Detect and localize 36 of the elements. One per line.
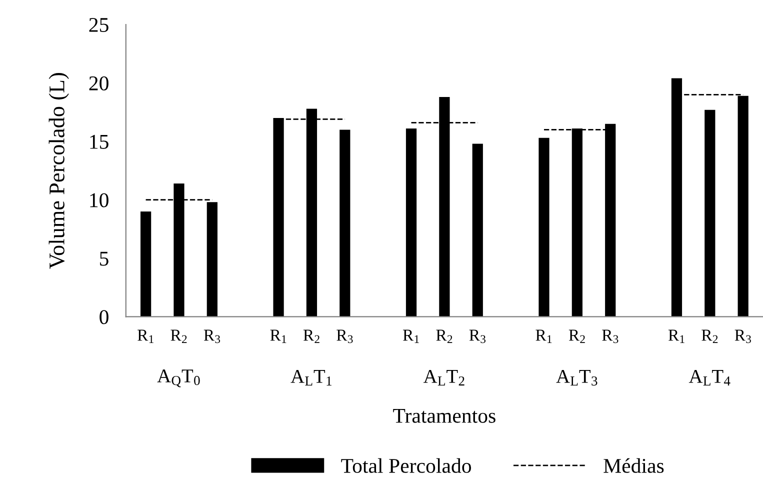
text: A$_{L}$T$_{3}$ [556,370,598,386]
y-tick-label: 5 [100,252,108,266]
y-tick-label: 20 [89,76,108,90]
y-tick-label: 0 [100,310,108,324]
bar [140,212,152,317]
x-tick-label: R$_{2}$ [170,330,187,343]
bar [406,128,417,317]
bar [538,138,550,317]
legend-label: Médias [604,458,664,473]
x-tick-label: R$_{1}$ [668,330,684,343]
x-tick-label: R$_{2}$ [303,330,320,343]
x-tick-label: R$_{3}$ [204,330,220,344]
text: A$_{L}$T$_{2}$ [423,370,464,386]
x-tick-label: R$_{2}$ [436,330,452,343]
bar [704,110,716,317]
x-tick-label: R$_{2}$ [568,330,585,343]
text: A$_{Q}$T$_{0}$ [157,369,200,388]
legend-label: Total Percolado [341,458,472,473]
x-tick-label: R$_{1}$ [138,330,154,343]
text: A$_{L}$T$_{4}$ [688,370,730,386]
x-tick-label: R$_{3}$ [602,330,618,344]
y-axis-title: Volume Percolado (L) [48,73,69,269]
y-tick-label: 15 [90,134,108,149]
x-tick-label: R$_{3}$ [469,330,486,344]
y-tick-label: 25 [89,18,108,32]
x-axis-title: Tratamentos [393,409,496,423]
x-tick-label: R$_{1}$ [536,330,552,343]
x-tick-label: R$_{1}$ [402,330,419,343]
text: A$_{L}$T$_{1}$ [290,370,332,386]
bar [472,144,483,317]
bar [340,130,350,317]
x-tick-label: R$_{3}$ [336,330,353,344]
x-tick-label: R$_{2}$ [702,330,718,343]
x-tick-label: R$_{1}$ [270,330,286,343]
x-tick-label: R$_{3}$ [734,330,751,344]
y-tick-label: 10 [90,193,108,208]
